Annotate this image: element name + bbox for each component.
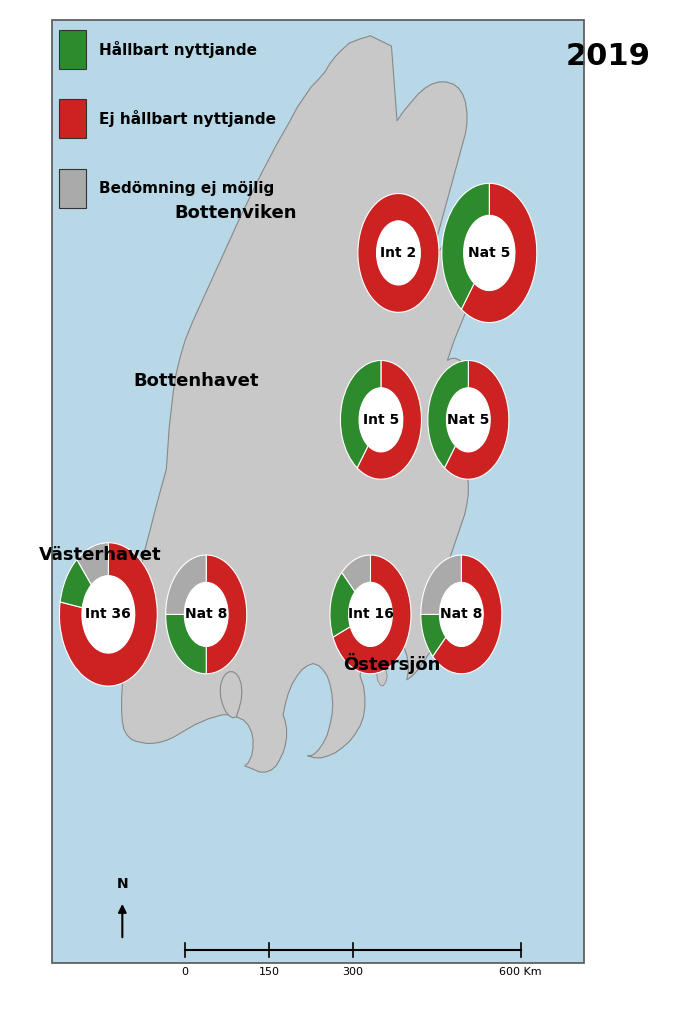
Circle shape bbox=[440, 583, 483, 646]
Text: Nat 5: Nat 5 bbox=[468, 246, 510, 260]
Wedge shape bbox=[358, 194, 439, 312]
Text: Int 16: Int 16 bbox=[347, 607, 394, 622]
Text: Int 36: Int 36 bbox=[85, 607, 131, 622]
Text: Ej hållbart nyttjande: Ej hållbart nyttjande bbox=[99, 111, 275, 127]
Text: 300: 300 bbox=[343, 967, 363, 977]
Bar bbox=[59, 99, 86, 138]
Text: Västerhavet: Västerhavet bbox=[38, 546, 161, 564]
Text: Bottenviken: Bottenviken bbox=[175, 204, 297, 222]
Text: Östersjön: Östersjön bbox=[343, 653, 440, 674]
Wedge shape bbox=[340, 360, 381, 468]
Wedge shape bbox=[206, 555, 247, 674]
Wedge shape bbox=[357, 360, 421, 479]
Text: 2019: 2019 bbox=[565, 42, 651, 71]
Bar bbox=[59, 169, 86, 208]
Wedge shape bbox=[60, 559, 92, 607]
Text: Hållbart nyttjande: Hållbart nyttjande bbox=[99, 41, 257, 57]
Wedge shape bbox=[59, 543, 157, 686]
Text: Nat 8: Nat 8 bbox=[440, 607, 482, 622]
Circle shape bbox=[377, 221, 420, 285]
Text: 600 Km: 600 Km bbox=[500, 967, 542, 977]
Wedge shape bbox=[77, 543, 108, 585]
Wedge shape bbox=[166, 614, 206, 674]
Text: Bottenhavet: Bottenhavet bbox=[133, 372, 259, 390]
Wedge shape bbox=[442, 183, 489, 309]
Text: Nat 5: Nat 5 bbox=[447, 413, 489, 427]
Wedge shape bbox=[333, 555, 411, 674]
Circle shape bbox=[185, 583, 228, 646]
Text: Bedömning ej möjlig: Bedömning ej möjlig bbox=[99, 181, 274, 196]
Wedge shape bbox=[421, 614, 446, 656]
Polygon shape bbox=[220, 672, 242, 718]
Circle shape bbox=[82, 575, 135, 653]
Bar bbox=[59, 30, 86, 69]
Wedge shape bbox=[433, 555, 502, 674]
Wedge shape bbox=[428, 360, 468, 468]
Bar bbox=[52, 20, 584, 963]
Text: Int 2: Int 2 bbox=[380, 246, 417, 260]
Wedge shape bbox=[421, 555, 461, 614]
Text: 0: 0 bbox=[182, 967, 189, 977]
Text: Nat 8: Nat 8 bbox=[185, 607, 227, 622]
Circle shape bbox=[463, 215, 515, 291]
Circle shape bbox=[447, 388, 490, 452]
Text: Int 5: Int 5 bbox=[363, 413, 399, 427]
Polygon shape bbox=[122, 36, 473, 772]
Bar bbox=[52, 20, 584, 963]
Wedge shape bbox=[342, 555, 370, 592]
Circle shape bbox=[349, 583, 392, 646]
Circle shape bbox=[359, 388, 403, 452]
Wedge shape bbox=[330, 572, 355, 637]
Wedge shape bbox=[445, 360, 509, 479]
Text: 150: 150 bbox=[259, 967, 280, 977]
Wedge shape bbox=[461, 183, 537, 323]
Text: N: N bbox=[117, 877, 128, 891]
Polygon shape bbox=[377, 667, 387, 686]
Wedge shape bbox=[166, 555, 206, 614]
